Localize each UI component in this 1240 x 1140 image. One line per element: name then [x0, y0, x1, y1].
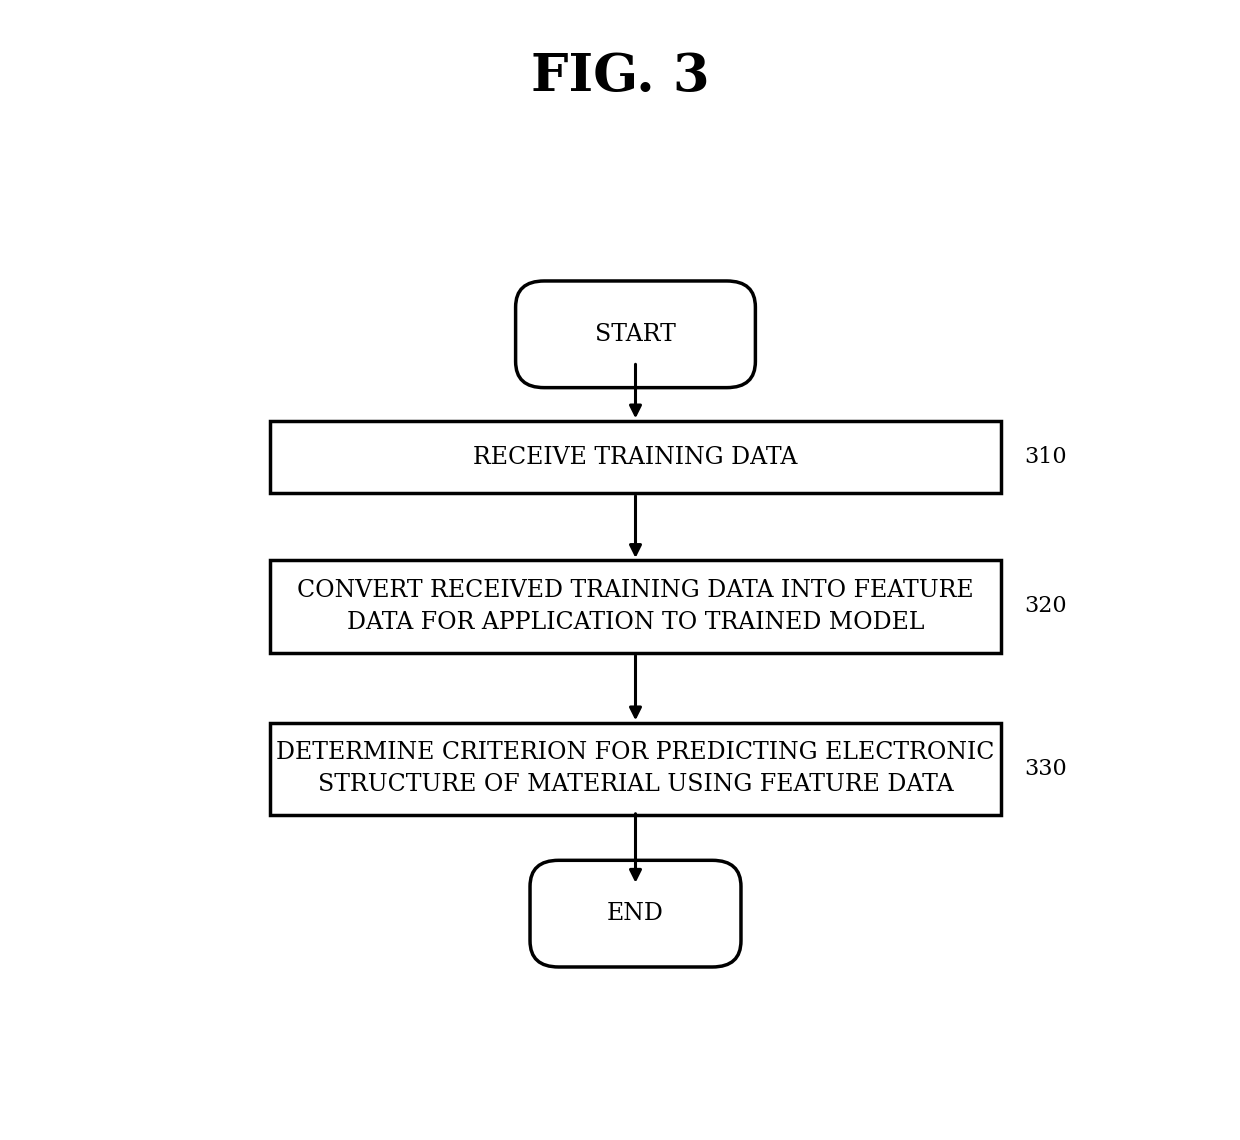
Text: DETERMINE CRITERION FOR PREDICTING ELECTRONIC
STRUCTURE OF MATERIAL USING FEATUR: DETERMINE CRITERION FOR PREDICTING ELECT…	[277, 741, 994, 797]
Text: END: END	[608, 902, 663, 926]
FancyBboxPatch shape	[270, 561, 1001, 652]
Text: 310: 310	[1024, 446, 1068, 469]
Text: CONVERT RECEIVED TRAINING DATA INTO FEATURE
DATA FOR APPLICATION TO TRAINED MODE: CONVERT RECEIVED TRAINING DATA INTO FEAT…	[298, 579, 973, 634]
Text: 320: 320	[1024, 595, 1068, 618]
FancyBboxPatch shape	[270, 421, 1001, 494]
Text: START: START	[595, 323, 676, 345]
FancyBboxPatch shape	[529, 861, 742, 967]
FancyBboxPatch shape	[270, 723, 1001, 815]
FancyBboxPatch shape	[516, 280, 755, 388]
Text: RECEIVE TRAINING DATA: RECEIVE TRAINING DATA	[474, 446, 797, 469]
Text: FIG. 3: FIG. 3	[531, 51, 709, 103]
Text: 330: 330	[1024, 758, 1068, 780]
